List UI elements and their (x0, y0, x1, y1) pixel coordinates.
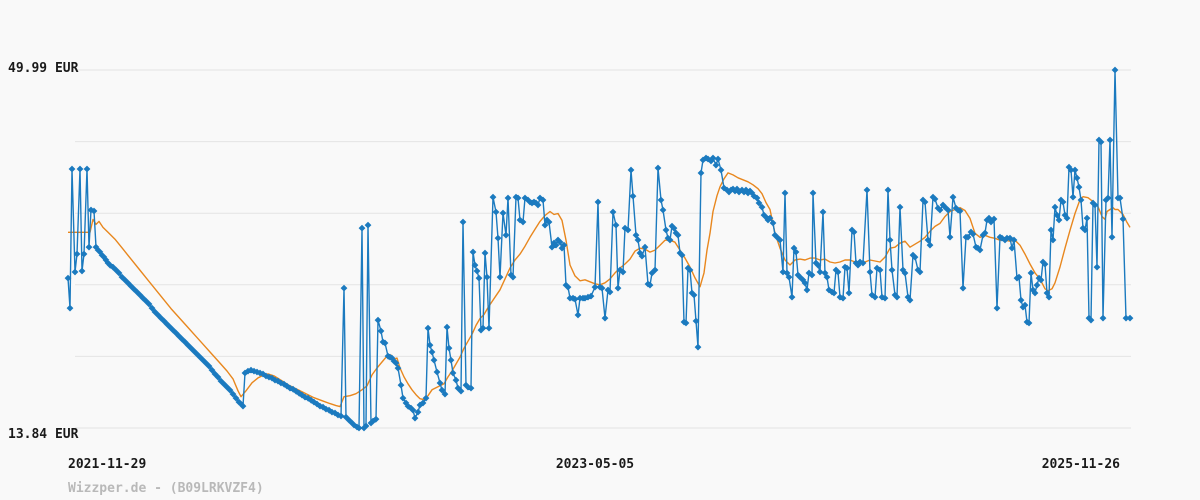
chart-source-footer: Wizzper.de - (B09LRKVZF4) (68, 481, 264, 496)
x-tick-label-start: 2021-11-29 (68, 457, 147, 472)
moving-average-line (68, 172, 1131, 408)
price-line (67, 69, 1130, 429)
y-axis-max-label: 49.99 EUR (8, 61, 79, 76)
x-tick-label-middle: 2023-05-05 (555, 457, 635, 472)
x-tick-label-end: 2025-11-26 (1041, 457, 1120, 472)
y-axis-min-label: 13.84 EUR (8, 427, 79, 442)
